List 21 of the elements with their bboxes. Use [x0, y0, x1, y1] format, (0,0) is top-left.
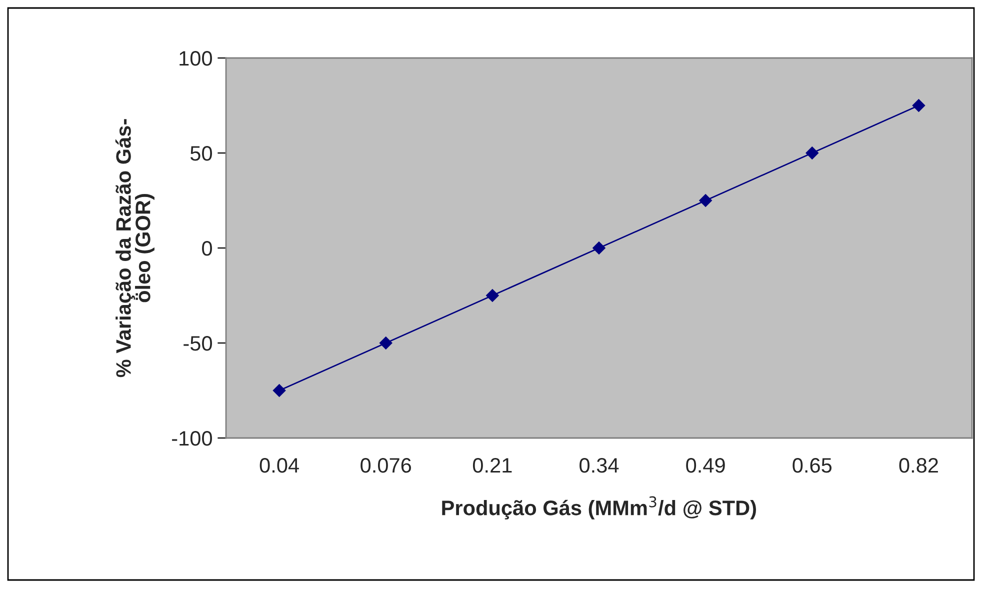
- point: [699, 194, 712, 207]
- x-axis-title: Produção Gás (MMm$^{3}$/d @ STD): [442, 496, 756, 520]
- x-tick-label: 0.076: [360, 458, 412, 473]
- y-tick-label: -100: [172, 431, 212, 446]
- y-tick-label: 50: [190, 146, 212, 161]
- point: [592, 242, 606, 254]
- x-tick-label: 0.65: [792, 458, 832, 473]
- point: [379, 336, 392, 350]
- y-tick-label: 0: [202, 241, 212, 256]
- x-tick-label: 0.34: [580, 458, 619, 473]
- x-tick-label: 0.04: [260, 458, 299, 473]
- point: [806, 146, 819, 160]
- point: [272, 384, 286, 397]
- y-tick-label: 100: [180, 51, 212, 66]
- y-tick-label: -50: [184, 336, 212, 351]
- y-axis-title: % Variação da Razão Gás- öleo (GOR): [115, 119, 154, 378]
- x-tick-label: 0.21: [472, 458, 512, 473]
- x-tick-label: 0.49: [686, 458, 725, 473]
- point: [912, 99, 926, 112]
- x-tick-label: 0.82: [899, 458, 938, 473]
- point: [486, 289, 499, 302]
